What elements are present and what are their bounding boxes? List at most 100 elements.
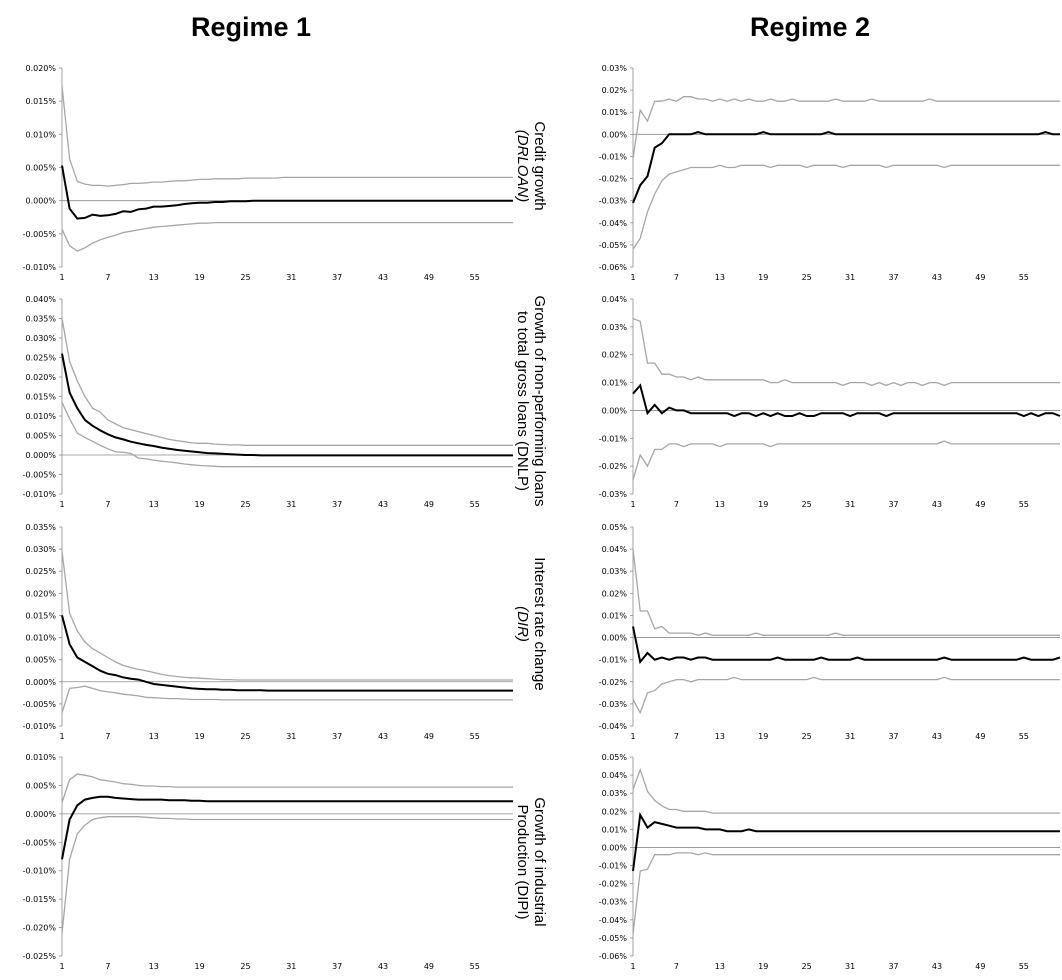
x-tick-label: 13 (149, 500, 159, 509)
y-tick-label: 0.020% (25, 64, 56, 73)
y-tick-label: -0.01% (599, 434, 628, 443)
x-tick-label: 1 (630, 500, 635, 509)
x-tick-label: 25 (240, 732, 250, 741)
y-tick-label: 0.035% (25, 523, 56, 532)
y-tick-label: -0.04% (599, 722, 628, 731)
y-tick-label: -0.010% (23, 490, 57, 499)
x-tick-label: 25 (802, 962, 812, 971)
y-tick-label: 0.04% (602, 771, 628, 780)
lower-band-line (61, 402, 513, 468)
x-tick-label: 13 (149, 962, 159, 971)
irf-panel: 0.04% 0.03% 0.02% 0.01% 0.00% -0.01% -0.02% -0.… (599, 295, 1061, 509)
irf-panel: 0.035% 0.030% 0.025% 0.020% 0.015% 0.010% 0.00… (23, 523, 513, 741)
y-tick-label: -0.02% (599, 880, 628, 889)
x-tick-label: 37 (888, 732, 898, 741)
y-tick-label: -0.010% (23, 867, 57, 876)
x-tick-label: 1 (630, 732, 635, 741)
x-tick-label: 31 (845, 500, 855, 509)
regime-1-title: Regime 1 (191, 12, 311, 42)
y-tick-label: -0.04% (599, 916, 628, 925)
x-tick-label: 13 (149, 273, 159, 282)
y-tick-label: 0.015% (25, 393, 56, 402)
x-tick-label: 37 (888, 962, 898, 971)
y-tick-label: 0.00% (602, 406, 628, 415)
x-tick-label: 25 (240, 273, 250, 282)
row-label-line1: Credit growth (531, 121, 548, 210)
y-tick-label: 0.02% (602, 351, 628, 360)
x-tick-label: 19 (194, 273, 204, 282)
y-tick-label: -0.005% (23, 700, 57, 709)
x-tick-label: 1 (630, 962, 635, 971)
x-tick-label: 7 (105, 732, 110, 741)
row-label-line1: Interest rate change (531, 557, 548, 690)
x-tick-label: 49 (424, 732, 434, 741)
y-tick-label: 0.00% (602, 634, 628, 643)
lower-band-line (61, 221, 513, 252)
y-tick-label: 0.015% (25, 97, 56, 106)
upper-band-line (61, 551, 513, 681)
x-tick-label: 13 (715, 500, 725, 509)
y-tick-label: 0.020% (25, 589, 56, 598)
y-tick-label: -0.025% (23, 952, 57, 961)
x-tick-label: 43 (932, 273, 942, 282)
y-tick-label: 0.05% (602, 753, 628, 762)
x-tick-label: 55 (470, 500, 480, 509)
y-tick-label: 0.00% (602, 843, 628, 852)
x-tick-label: 1 (59, 732, 64, 741)
y-tick-label: -0.01% (599, 862, 628, 871)
x-tick-label: 25 (802, 500, 812, 509)
y-tick-label: 0.04% (602, 545, 628, 554)
row-label-dipi: Growth of industrial Production (DIPI) (514, 797, 548, 926)
y-tick-label: -0.005% (23, 838, 57, 847)
y-tick-label: 0.000% (25, 451, 56, 460)
y-tick-label: 0.035% (25, 315, 56, 324)
x-tick-label: 55 (1019, 500, 1029, 509)
x-tick-label: 37 (332, 732, 342, 741)
x-tick-label: 31 (286, 732, 296, 741)
y-tick-label: 0.025% (25, 567, 56, 576)
irf-panel: 0.05% 0.04% 0.03% 0.02% 0.01% 0.00% -0.01% -0.0… (599, 753, 1060, 971)
x-tick-label: 49 (975, 500, 985, 509)
lower-band-line (632, 164, 1060, 250)
y-tick-label: 0.010% (25, 412, 56, 421)
y-tick-label: 0.010% (25, 130, 56, 139)
row-label-line2: Production (DIPI) (514, 804, 531, 919)
impulse-response-line (61, 615, 513, 692)
x-tick-label: 31 (286, 273, 296, 282)
x-tick-label: 13 (149, 732, 159, 741)
y-tick-label: 0.040% (25, 295, 56, 304)
upper-band-line (632, 767, 1060, 814)
y-tick-label: 0.00% (602, 130, 628, 139)
x-tick-label: 49 (975, 273, 985, 282)
y-tick-label: -0.02% (599, 462, 628, 471)
row-label-line2: to total gross loans (DNLP) (514, 311, 531, 491)
y-tick-label: 0.005% (25, 781, 56, 790)
irf-panel: 0.010% 0.005% 0.000% -0.005% -0.010% -0.015% -… (23, 753, 513, 971)
x-tick-label: 55 (1019, 962, 1029, 971)
y-tick-label: -0.06% (599, 952, 628, 961)
y-tick-label: 0.03% (602, 567, 628, 576)
y-tick-label: 0.005% (25, 432, 56, 441)
x-tick-label: 43 (378, 500, 388, 509)
upper-band-line (61, 85, 513, 187)
x-tick-label: 19 (758, 732, 768, 741)
y-tick-label: -0.03% (599, 197, 628, 206)
x-tick-label: 1 (59, 500, 64, 509)
y-tick-label: 0.010% (25, 753, 56, 762)
irf-panel: 0.040% 0.035% 0.030% 0.025% 0.020% 0.015% 0.01… (23, 295, 513, 509)
chart-panels: 0.020% 0.015% 0.010% 0.005% 0.000% -0.005% -0.… (23, 64, 1061, 971)
x-tick-label: 49 (975, 732, 985, 741)
x-tick-label: 19 (758, 500, 768, 509)
x-tick-label: 31 (845, 962, 855, 971)
x-tick-label: 31 (845, 273, 855, 282)
y-tick-label: 0.005% (25, 164, 56, 173)
y-tick-label: -0.005% (23, 471, 57, 480)
x-tick-label: 7 (105, 500, 110, 509)
y-tick-label: -0.015% (23, 895, 57, 904)
x-tick-label: 55 (470, 732, 480, 741)
lower-band-line (632, 852, 1060, 935)
x-tick-label: 13 (715, 273, 725, 282)
y-tick-label: 0.02% (602, 86, 628, 95)
row-label-line1: Growth of non-performing loans (531, 296, 548, 507)
